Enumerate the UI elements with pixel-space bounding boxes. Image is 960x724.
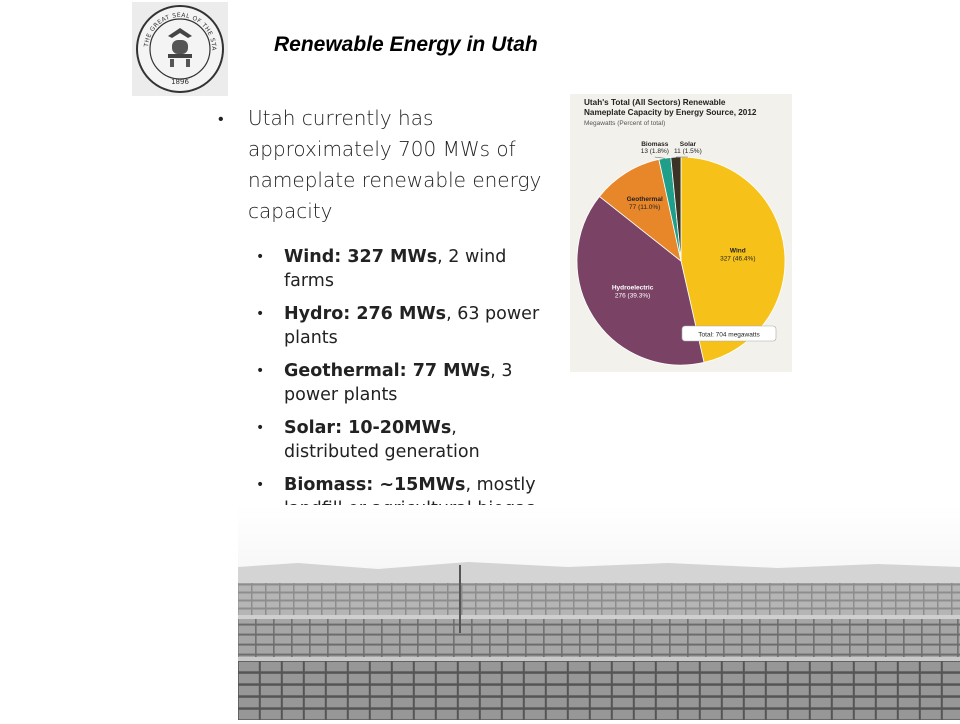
seal-year: 1896	[171, 78, 189, 86]
slice-value-biomass: 13 (1.8%)	[641, 148, 669, 155]
list-item-bold: Biomass: ~15MWs	[284, 475, 465, 495]
chart-subtitle: Megawatts (Percent of total)	[584, 120, 665, 127]
intro-bullet: Utah currently has approximately 700 MWs…	[218, 103, 558, 227]
list-item-geothermal: Geothermal: 77 MWs, 3 power plants	[256, 360, 556, 407]
slice-name-hydroelectric: Hydroelectric	[612, 285, 654, 292]
energy-source-list: Wind: 327 MWs, 2 wind farms Hydro: 276 M…	[256, 246, 556, 531]
slice-name-geothermal: Geothermal	[627, 196, 663, 203]
list-item-solar: Solar: 10-20MWs, distributed generation	[256, 417, 556, 464]
slice-value-hydroelectric: 276 (39.3%)	[615, 293, 650, 300]
chart-title-line-1: Utah's Total (All Sectors) Renewable	[584, 98, 726, 107]
list-item-bold: Solar: 10-20MWs	[284, 418, 451, 438]
intro-list: Utah currently has approximately 700 MWs…	[218, 103, 558, 227]
solar-panel-field-icon	[238, 505, 960, 720]
list-item-bold: Geothermal: 77 MWs	[284, 361, 490, 381]
list-item-bold: Hydro: 276 MWs	[284, 304, 446, 324]
leader-line-biomass	[655, 157, 665, 158]
page-title: Renewable Energy in Utah	[274, 33, 538, 57]
state-seal-icon: THE GREAT SEAL OF THE STATE OF UTAH 1896	[132, 2, 228, 96]
total-callout: Total: 704 megawatts	[682, 326, 776, 341]
list-item-bold: Wind: 327 MWs	[284, 247, 437, 267]
slice-value-solar: 11 (1.5%)	[674, 148, 702, 155]
total-label: Total: 704 megawatts	[698, 332, 760, 339]
slice-name-solar: Solar	[680, 141, 697, 148]
slice-name-wind: Wind	[730, 248, 746, 255]
list-item-wind: Wind: 327 MWs, 2 wind farms	[256, 246, 556, 293]
slice-name-biomass: Biomass	[641, 141, 668, 148]
slice-value-wind: 327 (46.4%)	[720, 256, 755, 263]
list-item-hydro: Hydro: 276 MWs, 63 power plants	[256, 303, 556, 350]
chart-title-line-2: Nameplate Capacity by Energy Source, 201…	[584, 108, 757, 117]
slice-value-geothermal: 77 (11.0%)	[629, 204, 660, 211]
